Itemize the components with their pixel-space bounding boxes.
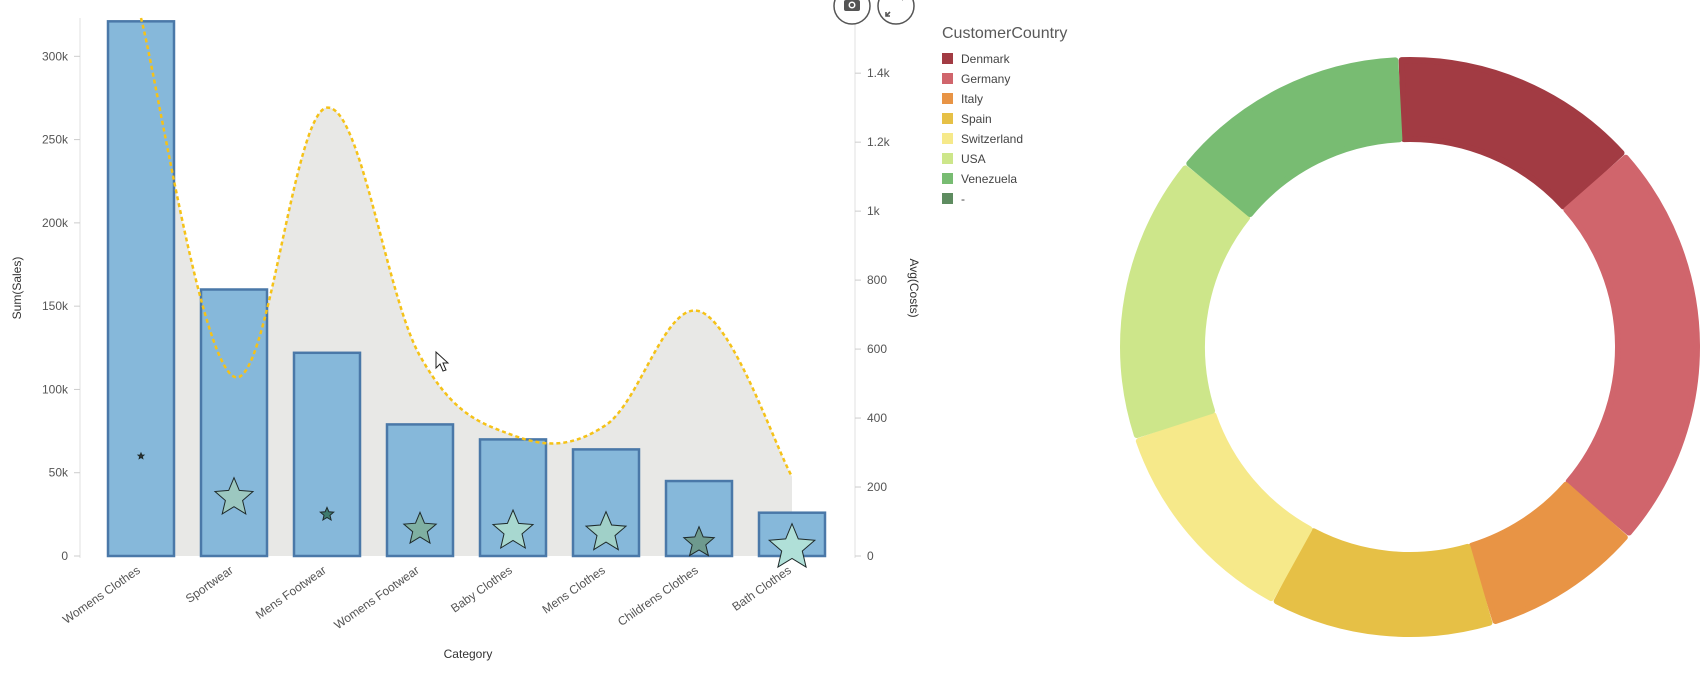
- legend-swatch: [942, 93, 953, 104]
- x-tick-label: Mens Footwear: [253, 563, 329, 622]
- donut-slice[interactable]: [1120, 165, 1251, 439]
- legend-item[interactable]: Italy: [942, 92, 983, 106]
- x-tick-label: Baby Clothes: [448, 563, 514, 615]
- donut-chart: [1120, 57, 1700, 637]
- legend-item[interactable]: Denmark: [942, 52, 1011, 66]
- legend-title: CustomerCountry: [942, 25, 1067, 42]
- legend-item[interactable]: -: [942, 192, 965, 206]
- y2-tick-label: 400: [867, 411, 887, 425]
- donut-slice[interactable]: [1398, 57, 1625, 210]
- bar[interactable]: [292, 351, 362, 558]
- x-axis-ticks: Womens Clothes Sportwear Mens Footwear Wome…: [60, 563, 794, 632]
- y-tick-label: 200k: [42, 216, 69, 230]
- y-tick-label: 50k: [49, 466, 69, 480]
- legend: CustomerCountry Denmark Germany Italy Spain…: [942, 25, 1067, 206]
- legend-label: -: [961, 192, 965, 206]
- legend-label: Germany: [961, 72, 1010, 86]
- y-axis-ticks: 0 50k 100k 150k 200k 250k 300k: [42, 49, 80, 563]
- legend-item[interactable]: Germany: [942, 72, 1010, 86]
- legend-label: Switzerland: [961, 132, 1023, 146]
- legend-swatch: [942, 53, 953, 64]
- y-tick-label: 150k: [42, 299, 69, 313]
- y-tick-label: 300k: [42, 49, 69, 63]
- bar[interactable]: [199, 288, 269, 558]
- y2-tick-label: 1.2k: [867, 135, 891, 149]
- y-tick-label: 250k: [42, 133, 69, 147]
- donut-slice[interactable]: [1135, 412, 1313, 602]
- x-tick-label: Womens Clothes: [60, 563, 143, 627]
- legend-swatch: [942, 73, 953, 84]
- x-tick-label: Mens Clothes: [540, 563, 608, 617]
- y2-tick-label: 1k: [867, 204, 881, 218]
- star-marker[interactable]: [319, 506, 335, 522]
- bar[interactable]: [106, 20, 176, 558]
- x-axis-title: Category: [444, 647, 493, 661]
- legend-swatch: [942, 113, 953, 124]
- legend-swatch: [942, 173, 953, 184]
- star-marker[interactable]: [767, 522, 817, 569]
- y2-tick-label: 600: [867, 342, 887, 356]
- donut-slice[interactable]: [1468, 481, 1628, 624]
- star-marker[interactable]: [136, 451, 146, 460]
- legend-label: Italy: [961, 92, 983, 106]
- legend-item[interactable]: Spain: [942, 112, 992, 126]
- mouse-cursor: [435, 350, 450, 372]
- expand-icon: [885, 0, 907, 17]
- y2-tick-label: 1.4k: [867, 66, 891, 80]
- legend-swatch: [942, 133, 953, 144]
- x-tick-label: Womens Footwear: [331, 563, 421, 632]
- combo-chart: 0 50k 100k 150k 200k 250k 300k 0 200 400 600 800 1k…: [10, 17, 921, 661]
- y2-tick-label: 200: [867, 480, 887, 494]
- camera-button[interactable]: [833, 0, 871, 25]
- legend-items: Denmark Germany Italy Spain Switzerland USA Ve…: [942, 52, 1023, 206]
- donut-slices: [1120, 57, 1700, 637]
- camera-icon: [844, 0, 860, 11]
- legend-swatch: [942, 153, 953, 164]
- x-tick-label: Sportwear: [183, 563, 236, 606]
- expand-button[interactable]: [877, 0, 915, 25]
- star-marker[interactable]: [213, 476, 255, 515]
- legend-label: Spain: [961, 112, 992, 126]
- star-marker[interactable]: [682, 525, 716, 557]
- y2-tick-label: 0: [867, 549, 874, 563]
- y2-axis-ticks: 0 200 400 600 800 1k 1.2k 1.4k: [855, 66, 891, 563]
- donut-slice[interactable]: [1563, 154, 1700, 536]
- donut-slice[interactable]: [1186, 57, 1403, 218]
- star-markers-group: [136, 451, 817, 569]
- legend-label: Venezuela: [961, 172, 1017, 186]
- donut-slice[interactable]: [1273, 528, 1493, 637]
- y-tick-label: 100k: [42, 382, 69, 396]
- x-tick-label: Bath Clothes: [729, 563, 793, 614]
- x-tick-label: Childrens Clothes: [615, 563, 701, 629]
- y-axis-title: Sum(Sales): [10, 257, 24, 320]
- legend-label: USA: [961, 152, 986, 166]
- legend-item[interactable]: Venezuela: [942, 172, 1017, 186]
- y2-axis-title: Avg(Costs): [907, 258, 921, 317]
- y2-tick-label: 800: [867, 273, 887, 287]
- legend-item[interactable]: Switzerland: [942, 132, 1023, 146]
- star-marker[interactable]: [584, 510, 628, 551]
- legend-swatch: [942, 193, 953, 204]
- legend-item[interactable]: USA: [942, 152, 986, 166]
- star-marker[interactable]: [491, 508, 535, 550]
- legend-label: Denmark: [961, 52, 1011, 66]
- star-marker[interactable]: [402, 510, 438, 545]
- y-tick-label: 0: [61, 549, 68, 563]
